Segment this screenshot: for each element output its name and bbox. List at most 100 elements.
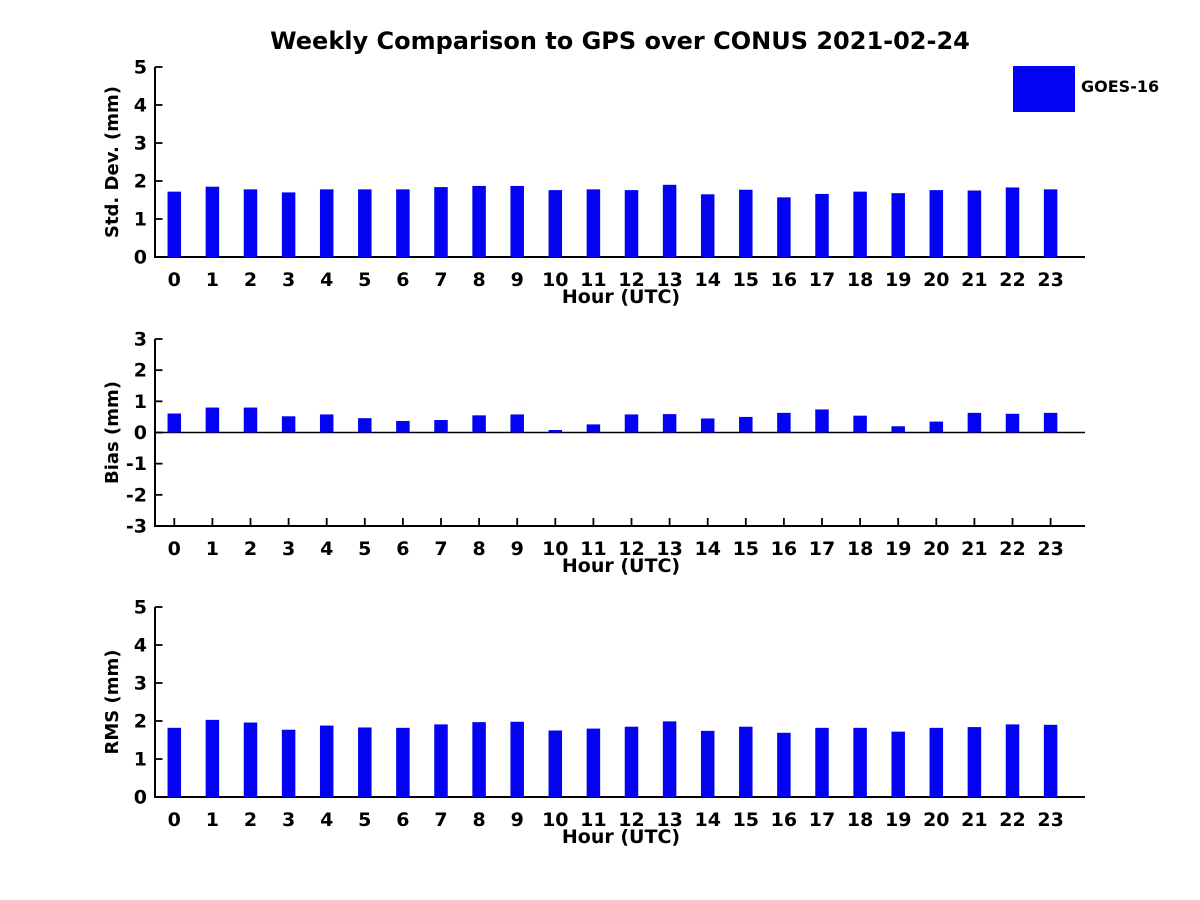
x-tick-label: 15 <box>733 269 759 291</box>
bar-rms-h8 <box>472 722 486 797</box>
x-tick-label: 23 <box>1037 538 1063 560</box>
y-tick-label: 2 <box>134 171 147 193</box>
y-tick-label: 1 <box>134 209 147 231</box>
figure-title: Weekly Comparison to GPS over CONUS 2021… <box>270 27 970 55</box>
x-tick-label: 10 <box>542 809 568 831</box>
bar-std-dev-h2 <box>243 189 258 257</box>
x-tick-label: 13 <box>656 809 682 831</box>
x-tick-label: 4 <box>320 538 333 560</box>
bar-std-dev-h7 <box>434 187 448 257</box>
y-axis-title: RMS (mm) <box>102 650 123 755</box>
x-tick-label: 9 <box>511 809 524 831</box>
x-tick-label: 6 <box>396 538 409 560</box>
x-tick-label: 15 <box>733 809 759 831</box>
x-tick-label: 4 <box>320 809 333 831</box>
y-tick-label: 2 <box>134 711 147 733</box>
bar-std-dev-h1 <box>205 186 220 257</box>
x-tick-label: 20 <box>923 269 949 291</box>
x-tick-label: 2 <box>244 269 257 291</box>
bar-bias-h20 <box>929 421 944 433</box>
x-tick-label: 14 <box>694 269 720 291</box>
x-tick-label: 7 <box>434 809 447 831</box>
x-tick-label: 3 <box>282 809 295 831</box>
bar-std-dev-h23 <box>1043 189 1058 257</box>
x-tick-label: 21 <box>961 538 987 560</box>
bar-std-dev-h8 <box>472 185 486 257</box>
bar-rms-h1 <box>205 719 220 797</box>
x-tick-label: 10 <box>542 538 568 560</box>
bar-std-dev-h13 <box>662 184 677 257</box>
x-tick-label: 18 <box>847 538 873 560</box>
bar-bias-h6 <box>396 420 410 433</box>
bar-rms-h23 <box>1043 724 1058 797</box>
x-tick-label: 3 <box>282 538 295 560</box>
x-tick-label: 0 <box>168 538 181 560</box>
y-tick-label: 0 <box>134 422 147 444</box>
y-tick-label: -3 <box>126 516 147 538</box>
bar-rms-h12 <box>624 726 639 797</box>
bar-rms-h4 <box>319 725 334 797</box>
x-tick-label: 16 <box>771 538 797 560</box>
bar-bias-h5 <box>358 418 372 433</box>
y-tick-label: 5 <box>134 57 147 79</box>
y-axis-title: Bias (mm) <box>102 381 123 484</box>
x-tick-label: 11 <box>580 269 606 291</box>
bar-bias-h16 <box>777 412 791 433</box>
x-tick-label: 9 <box>511 269 524 291</box>
bar-bias-h14 <box>700 418 715 433</box>
bar-std-dev-h6 <box>396 189 410 257</box>
bar-bias-h21 <box>967 412 982 433</box>
bar-rms-h10 <box>548 730 563 797</box>
x-tick-label: 23 <box>1037 809 1063 831</box>
bar-rms-h2 <box>243 722 258 797</box>
x-tick-label: 9 <box>511 538 524 560</box>
y-tick-label: 2 <box>134 360 147 382</box>
x-tick-label: 1 <box>206 538 219 560</box>
x-tick-label: 2 <box>244 538 257 560</box>
x-tick-label: 7 <box>434 269 447 291</box>
x-tick-label: 6 <box>396 809 409 831</box>
bar-rms-h17 <box>815 727 829 797</box>
x-tick-label: 21 <box>961 269 987 291</box>
x-tick-label: 14 <box>694 809 720 831</box>
bar-std-dev-h19 <box>891 193 905 257</box>
x-tick-label: 12 <box>618 809 644 831</box>
x-tick-label: 2 <box>244 809 257 831</box>
bar-std-dev-h16 <box>777 197 791 257</box>
bar-std-dev-h15 <box>739 189 753 257</box>
x-axis-title: Hour (UTC) <box>562 555 680 577</box>
bar-bias-h8 <box>472 415 486 433</box>
x-tick-label: 18 <box>847 809 873 831</box>
bar-std-dev-h5 <box>358 189 372 257</box>
y-tick-label: -1 <box>126 453 147 475</box>
bar-bias-h3 <box>281 416 296 433</box>
legend-label: GOES-16 <box>1081 77 1160 96</box>
bar-std-dev-h3 <box>281 192 296 257</box>
bar-std-dev-h17 <box>815 193 829 257</box>
y-tick-label: 0 <box>134 247 147 269</box>
y-axis-title: Std. Dev. (mm) <box>102 86 123 238</box>
x-tick-label: 13 <box>656 538 682 560</box>
bar-bias-h11 <box>586 424 601 433</box>
x-tick-label: 20 <box>923 809 949 831</box>
x-tick-label: 17 <box>809 269 835 291</box>
x-tick-label: 12 <box>618 269 644 291</box>
y-tick-label: 3 <box>134 133 147 155</box>
x-tick-label: 22 <box>999 809 1025 831</box>
x-tick-label: 19 <box>885 269 911 291</box>
bar-std-dev-h20 <box>929 190 944 257</box>
bar-rms-h14 <box>700 730 715 797</box>
bar-rms-h15 <box>739 726 753 797</box>
bar-rms-h21 <box>967 727 982 797</box>
bar-bias-h1 <box>205 407 220 433</box>
bar-bias-h23 <box>1043 412 1058 433</box>
bar-rms-h9 <box>510 721 524 797</box>
bar-std-dev-h18 <box>853 191 867 257</box>
bar-rms-h6 <box>396 727 410 797</box>
legend-swatch-icon <box>1013 66 1075 112</box>
x-tick-label: 17 <box>809 538 835 560</box>
x-tick-label: 1 <box>206 269 219 291</box>
